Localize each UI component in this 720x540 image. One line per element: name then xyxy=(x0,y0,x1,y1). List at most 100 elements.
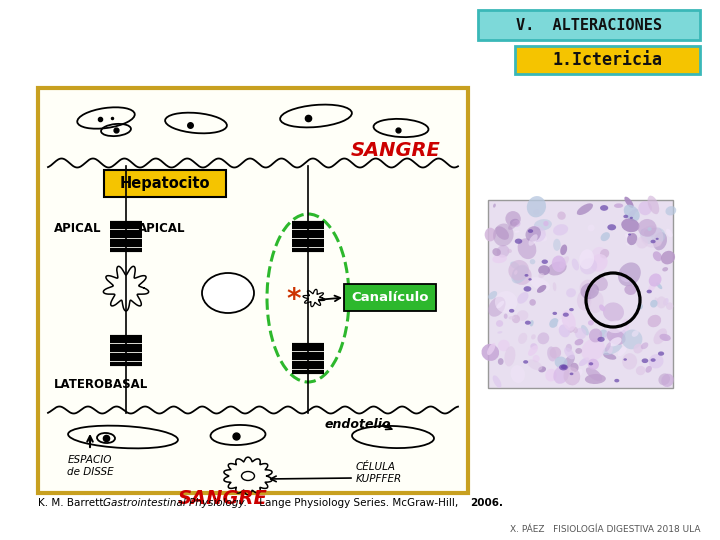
Ellipse shape xyxy=(608,224,616,231)
Ellipse shape xyxy=(647,289,652,293)
Ellipse shape xyxy=(580,280,597,298)
Text: SANGRE: SANGRE xyxy=(351,141,441,160)
Ellipse shape xyxy=(518,238,536,259)
Ellipse shape xyxy=(579,357,590,366)
Ellipse shape xyxy=(511,265,528,284)
Ellipse shape xyxy=(588,291,604,313)
Ellipse shape xyxy=(624,215,629,218)
Ellipse shape xyxy=(599,305,606,312)
Text: *: * xyxy=(287,286,301,314)
Ellipse shape xyxy=(530,259,536,264)
Ellipse shape xyxy=(554,366,569,384)
Ellipse shape xyxy=(607,343,613,354)
Ellipse shape xyxy=(651,358,656,362)
Ellipse shape xyxy=(600,329,608,338)
Ellipse shape xyxy=(564,347,575,359)
Ellipse shape xyxy=(566,344,572,352)
Ellipse shape xyxy=(498,331,503,334)
Ellipse shape xyxy=(527,196,546,218)
Ellipse shape xyxy=(656,240,662,246)
Ellipse shape xyxy=(537,285,546,293)
Ellipse shape xyxy=(618,346,627,356)
Text: LATEROBASAL: LATEROBASAL xyxy=(54,377,148,390)
Ellipse shape xyxy=(541,260,548,264)
Ellipse shape xyxy=(553,224,568,235)
Ellipse shape xyxy=(618,262,641,286)
Ellipse shape xyxy=(609,330,626,344)
Ellipse shape xyxy=(549,347,561,359)
Ellipse shape xyxy=(572,259,579,271)
Ellipse shape xyxy=(529,299,536,306)
Ellipse shape xyxy=(487,343,495,355)
Ellipse shape xyxy=(525,321,531,325)
Ellipse shape xyxy=(639,201,652,215)
Ellipse shape xyxy=(637,303,643,310)
Ellipse shape xyxy=(202,273,254,313)
Ellipse shape xyxy=(496,320,503,327)
Ellipse shape xyxy=(649,354,664,368)
Ellipse shape xyxy=(657,296,667,308)
Ellipse shape xyxy=(610,337,621,346)
Ellipse shape xyxy=(640,228,654,244)
Ellipse shape xyxy=(528,345,538,356)
Ellipse shape xyxy=(569,308,574,311)
Ellipse shape xyxy=(628,233,631,235)
Ellipse shape xyxy=(575,339,583,346)
Ellipse shape xyxy=(562,355,575,370)
Ellipse shape xyxy=(642,359,648,363)
Ellipse shape xyxy=(604,328,620,340)
Ellipse shape xyxy=(622,319,629,332)
Ellipse shape xyxy=(598,337,605,342)
Ellipse shape xyxy=(603,302,624,322)
Ellipse shape xyxy=(504,314,508,319)
Ellipse shape xyxy=(656,282,662,289)
Ellipse shape xyxy=(531,343,537,350)
Ellipse shape xyxy=(656,238,659,240)
Text: ESPACIO
de DISSE: ESPACIO de DISSE xyxy=(67,455,113,477)
Ellipse shape xyxy=(621,219,639,232)
Ellipse shape xyxy=(647,227,652,231)
Ellipse shape xyxy=(498,340,510,352)
Ellipse shape xyxy=(654,328,667,345)
Ellipse shape xyxy=(557,212,566,220)
Ellipse shape xyxy=(492,248,501,256)
Ellipse shape xyxy=(628,210,636,219)
Ellipse shape xyxy=(526,226,541,241)
Ellipse shape xyxy=(523,360,528,363)
Ellipse shape xyxy=(493,224,513,246)
Ellipse shape xyxy=(631,330,639,337)
Ellipse shape xyxy=(653,232,667,251)
Ellipse shape xyxy=(545,369,557,382)
Ellipse shape xyxy=(661,374,674,387)
Ellipse shape xyxy=(650,240,656,244)
Ellipse shape xyxy=(552,312,557,315)
Ellipse shape xyxy=(533,355,540,362)
Ellipse shape xyxy=(622,329,642,349)
Ellipse shape xyxy=(538,265,550,275)
Ellipse shape xyxy=(559,325,570,338)
Ellipse shape xyxy=(614,379,619,382)
Ellipse shape xyxy=(482,344,499,361)
Ellipse shape xyxy=(557,319,570,331)
Ellipse shape xyxy=(662,267,668,272)
Text: 1.Ictericia: 1.Ictericia xyxy=(552,51,662,69)
Ellipse shape xyxy=(495,226,509,240)
Ellipse shape xyxy=(600,249,609,259)
Ellipse shape xyxy=(508,249,512,253)
Ellipse shape xyxy=(568,326,575,333)
Ellipse shape xyxy=(537,333,549,345)
Ellipse shape xyxy=(588,359,599,370)
Ellipse shape xyxy=(588,320,594,326)
Ellipse shape xyxy=(508,222,517,230)
Ellipse shape xyxy=(624,285,636,295)
Ellipse shape xyxy=(517,310,528,321)
Ellipse shape xyxy=(584,290,591,306)
Ellipse shape xyxy=(588,225,595,232)
Ellipse shape xyxy=(600,205,608,211)
Ellipse shape xyxy=(553,282,557,291)
Ellipse shape xyxy=(570,363,579,372)
Ellipse shape xyxy=(607,329,626,345)
Ellipse shape xyxy=(544,221,549,226)
Ellipse shape xyxy=(559,364,568,370)
Ellipse shape xyxy=(498,358,503,365)
